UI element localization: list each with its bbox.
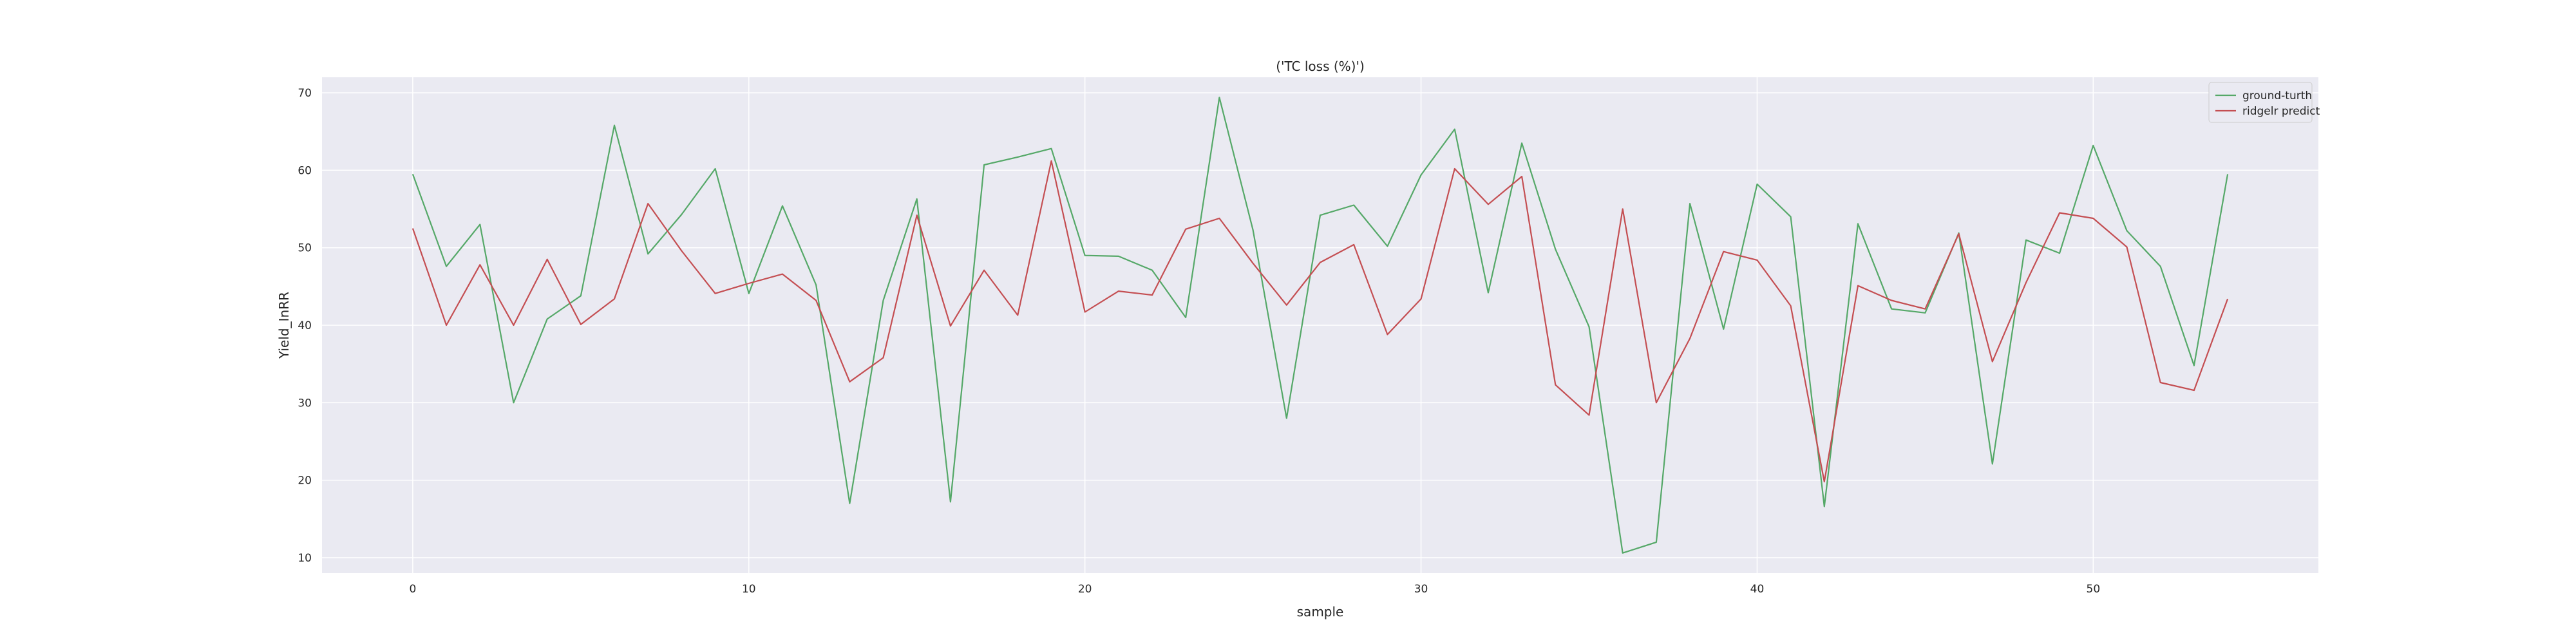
legend-label: ridgelr predict [2242, 105, 2320, 118]
series-line-ground-truth [412, 97, 2229, 554]
y-axis-ticks: 10 20 30 40 50 60 70 [298, 87, 312, 565]
x-tick-label: 20 [1078, 583, 1092, 596]
x-tick-label: 40 [1750, 583, 1765, 596]
legend: ground-turth ridgelr predict [2208, 82, 2320, 123]
x-axis-ticks: 0 10 20 30 40 50 [409, 583, 2100, 596]
legend-label: ground-turth [2242, 90, 2312, 102]
x-tick-label: 50 [2087, 583, 2101, 596]
x-axis-label: sample [1297, 604, 1344, 620]
y-axis-label: Yield_InRR [276, 292, 292, 359]
legend-box [2208, 82, 2313, 123]
y-tick-label: 20 [298, 475, 312, 488]
y-tick-label: 70 [298, 87, 312, 100]
y-tick-label: 30 [298, 397, 312, 410]
x-tick-label: 0 [409, 583, 416, 596]
series-lines [412, 97, 2229, 554]
y-tick-label: 50 [298, 242, 312, 255]
y-tick-label: 10 [298, 552, 312, 565]
y-tick-label: 40 [298, 319, 312, 332]
grid [322, 77, 2318, 573]
chart-title: ('TC loss (%)') [1276, 59, 1365, 74]
series-line-ridgelr-predict [412, 160, 2229, 483]
y-tick-label: 60 [298, 164, 312, 177]
x-tick-label: 30 [1414, 583, 1428, 596]
x-tick-label: 10 [742, 583, 756, 596]
